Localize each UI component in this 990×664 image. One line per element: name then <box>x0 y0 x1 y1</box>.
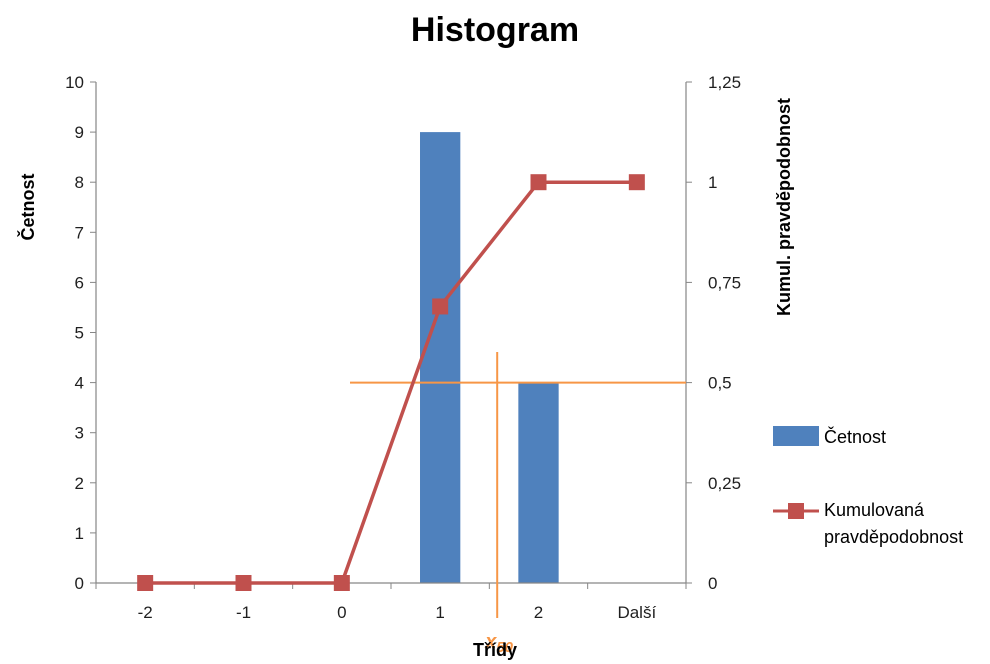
y-tick-label: 2 <box>75 474 84 493</box>
median-label: x50 <box>484 631 513 656</box>
y-tick-label: 10 <box>65 73 84 92</box>
y2-tick-label: 0,75 <box>708 273 741 292</box>
axes-layer <box>90 81 692 589</box>
bar-2 <box>518 382 559 583</box>
x-tick-label: 1 <box>435 603 444 622</box>
cumulative-marker-1 <box>432 298 449 315</box>
y-axis-title: Četnost <box>17 173 38 240</box>
legend-marker-kumulovana <box>788 503 804 519</box>
y-tick-label: 6 <box>75 273 84 292</box>
median-label-subscript: 50 <box>496 639 513 656</box>
y-tick-label: 7 <box>75 223 84 242</box>
y2-tick-label: 0,25 <box>708 474 741 493</box>
bar-1 <box>420 132 461 583</box>
legend-label-kumulovana-line2: pravděpodobnost <box>824 527 963 547</box>
line-layer <box>137 174 645 591</box>
cumulative-marker--2 <box>137 575 154 591</box>
y-tick-label: 3 <box>75 424 84 443</box>
y2-tick-label: 1,25 <box>708 73 741 92</box>
y-tick-label: 0 <box>75 574 84 593</box>
cumulative-line <box>145 180 637 585</box>
x-tick-label: -1 <box>236 603 251 622</box>
legend-label-cetnost: Četnost <box>824 426 886 447</box>
y2-tick-label: 0,5 <box>708 374 732 393</box>
cumulative-marker--1 <box>235 575 252 591</box>
bars-layer <box>420 132 559 583</box>
y2-tick-label: 1 <box>708 173 717 192</box>
legend: Četnost Kumulovaná pravděpodobnost <box>773 426 963 547</box>
x-tick-label: -2 <box>138 603 153 622</box>
y-tick-label: 4 <box>75 374 84 393</box>
y-tick-label: 8 <box>75 173 84 192</box>
y-tick-label: 1 <box>75 524 84 543</box>
y2-axis-title: Kumul. pravděpodobnost <box>774 98 794 316</box>
y-tick-label: 5 <box>75 324 84 343</box>
y2-tick-label: 0 <box>708 574 717 593</box>
legend-swatch-cetnost <box>773 426 819 446</box>
cumulative-marker-0 <box>333 575 350 591</box>
annotation-layer <box>350 352 686 618</box>
cumulative-marker-Další <box>628 174 645 191</box>
median-label-base: x <box>484 631 497 653</box>
labels-layer: 0 1 2 3 4 5 6 7 8 9 10 0 0,25 0,5 0,75 1 1,25 -2 -1 0 1 2 Dalš… <box>65 73 741 656</box>
cumulative-marker-2 <box>530 174 547 191</box>
chart-title: Histogram <box>411 11 579 49</box>
x-axis-title: Třídy <box>473 640 517 660</box>
x-tick-label: 2 <box>534 603 543 622</box>
x-tick-label: Další <box>617 603 656 622</box>
y-tick-label: 9 <box>75 123 84 142</box>
x-tick-label: 0 <box>337 603 346 622</box>
legend-label-kumulovana-line1: Kumulovaná <box>824 500 925 520</box>
